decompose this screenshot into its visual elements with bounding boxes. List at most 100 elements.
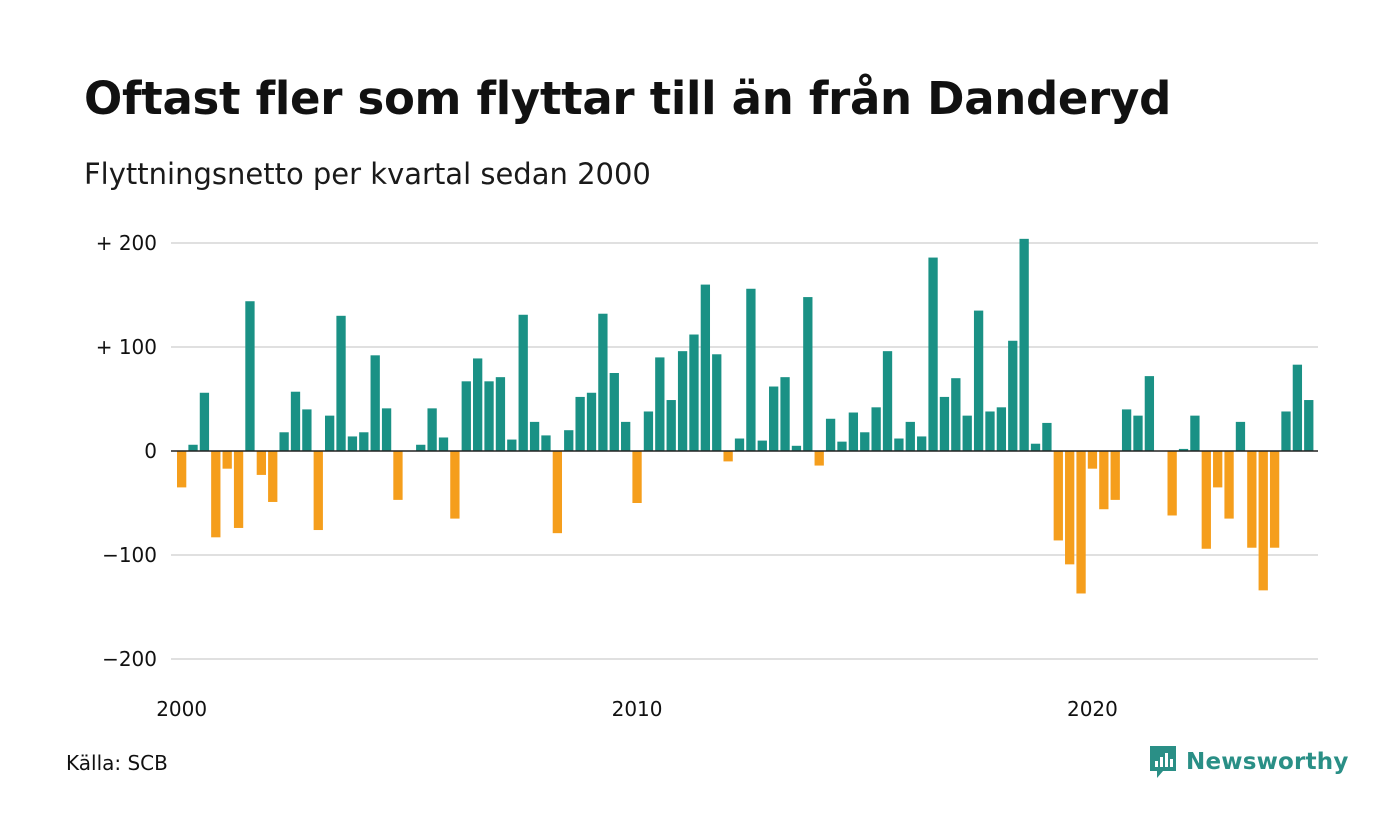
y-tick-label: + 200: [96, 231, 157, 255]
brand-name: Newsworthy: [1186, 749, 1349, 775]
bar: [370, 355, 380, 451]
y-tick-label: −100: [102, 543, 157, 567]
bar: [1258, 451, 1268, 591]
bar: [1087, 451, 1098, 469]
bar: [507, 439, 517, 451]
bar: [518, 314, 528, 451]
bar: [780, 377, 790, 451]
bar: [279, 432, 289, 451]
bar: [814, 451, 824, 466]
bar: [1247, 451, 1257, 548]
chart-title: Oftast fler som flyttar till än från Dan…: [84, 72, 1171, 125]
bar: [905, 421, 915, 451]
bar: [700, 284, 711, 451]
bar: [871, 407, 881, 451]
bar: [769, 386, 779, 451]
y-tick-label: −200: [102, 647, 157, 671]
bar: [1030, 443, 1041, 451]
source-note: Källa: SCB: [66, 751, 168, 775]
chart-subtitle: Flyttningsnetto per kvartal sedan 2000: [84, 157, 651, 191]
bar: [438, 437, 449, 451]
bar: [336, 315, 346, 451]
bar: [621, 421, 631, 451]
bar: [541, 435, 551, 451]
bar: [564, 430, 574, 451]
bar: [177, 451, 187, 488]
bar: [609, 373, 619, 451]
bar: [939, 396, 950, 451]
bar: [1269, 451, 1280, 548]
bar: [1110, 451, 1120, 500]
bar: [677, 351, 688, 451]
bar: [1292, 364, 1303, 451]
y-tick-label: 0: [144, 439, 157, 463]
bar: [1099, 451, 1109, 510]
bar: [211, 451, 221, 538]
bar: [1178, 448, 1189, 451]
bar: [837, 441, 847, 451]
bar: [347, 436, 358, 451]
bar: [1121, 409, 1132, 451]
bar: [222, 451, 232, 469]
bar: [973, 310, 984, 451]
bar: [1144, 376, 1155, 451]
bar: [1190, 415, 1200, 451]
bar: [712, 354, 722, 451]
bar: [381, 408, 392, 451]
bar: [1042, 422, 1052, 451]
bar: [1224, 451, 1234, 519]
bar: [1235, 421, 1246, 451]
x-tick-label: 2010: [612, 697, 663, 721]
bar: [233, 451, 244, 528]
bar: [1201, 451, 1211, 549]
x-tick-label: 2000: [156, 697, 207, 721]
bar: [484, 381, 494, 451]
bar: [302, 409, 312, 451]
bar: [245, 301, 255, 451]
bar: [256, 451, 266, 475]
bar: [632, 451, 642, 503]
y-tick-label: + 100: [96, 335, 157, 359]
bar: [734, 438, 745, 451]
bar: [848, 412, 859, 451]
bar: [188, 444, 198, 451]
bar: [1133, 415, 1143, 451]
bar: [416, 444, 426, 451]
bar: [586, 392, 597, 451]
bar: [882, 351, 893, 451]
bar: [757, 440, 767, 451]
bar: [746, 288, 756, 451]
bar: [529, 421, 540, 451]
bar: [1304, 400, 1314, 451]
bar: [666, 400, 676, 451]
newsworthy-logo-icon: [1150, 746, 1176, 778]
bar: [552, 451, 563, 534]
bar: [359, 432, 369, 451]
bar: [598, 313, 608, 451]
bar: [860, 432, 870, 451]
bar: [199, 392, 210, 451]
x-tick-label: 2020: [1067, 697, 1118, 721]
bar: [655, 357, 665, 451]
bar: [791, 445, 802, 451]
bar: [393, 451, 403, 500]
bar: [290, 391, 301, 451]
bar: [268, 451, 278, 502]
bar: [917, 436, 927, 451]
bar: [1213, 451, 1223, 488]
bar: [803, 297, 813, 451]
bar: [1076, 451, 1086, 594]
bar: [1065, 451, 1075, 565]
bar: [575, 396, 585, 451]
bar: [894, 438, 904, 451]
bar: [473, 358, 483, 451]
bar: [461, 381, 471, 451]
bar: [996, 407, 1007, 451]
bar: [951, 378, 961, 451]
bar: [689, 334, 699, 451]
bar: [985, 411, 995, 451]
bar: [962, 415, 972, 451]
bar: [1167, 451, 1177, 516]
bar: [450, 451, 460, 519]
bar: [495, 377, 506, 451]
